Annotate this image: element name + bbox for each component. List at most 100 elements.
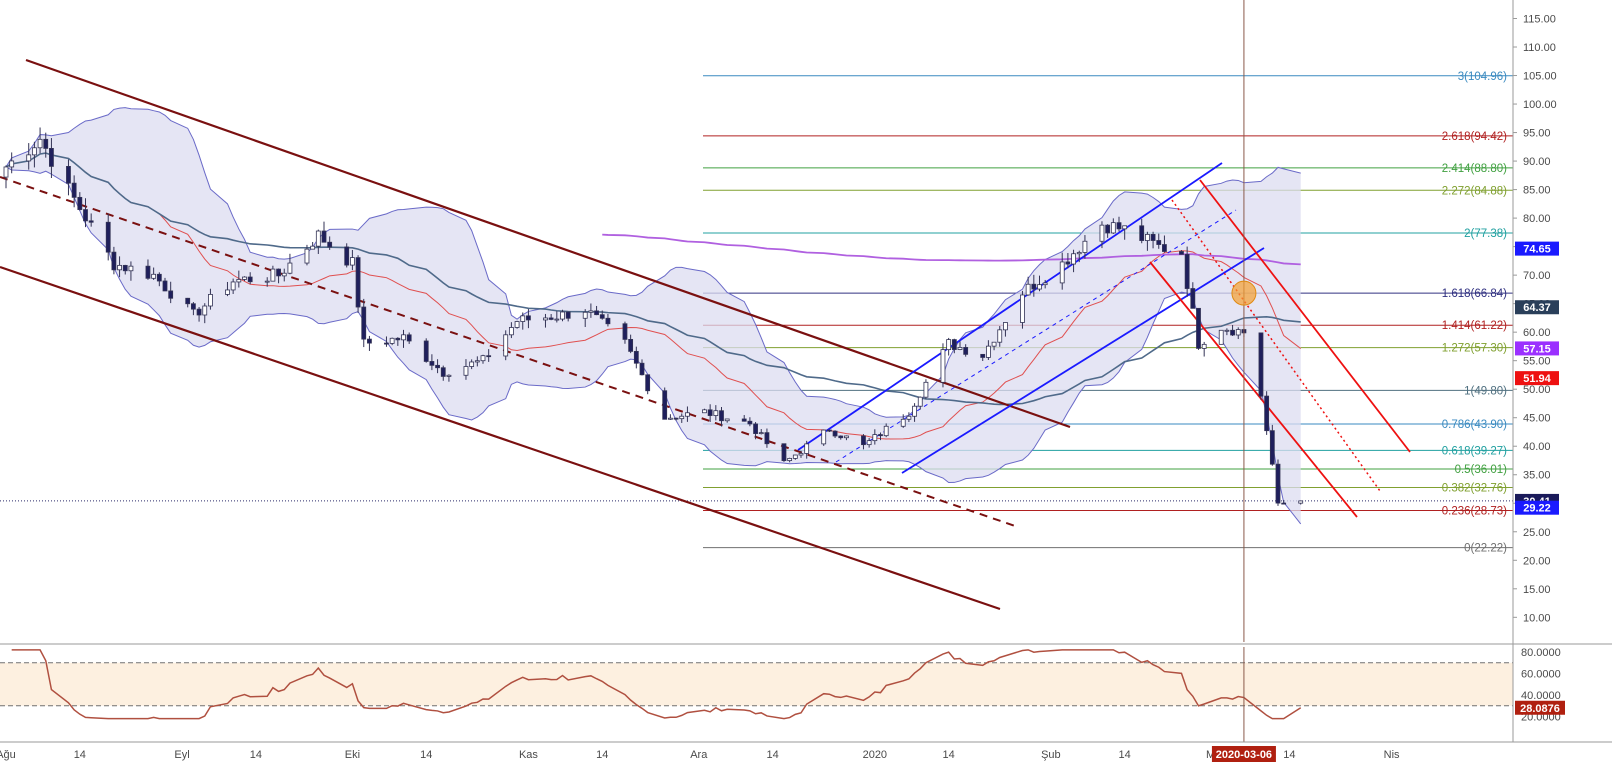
x-tick-label: Kas bbox=[519, 749, 538, 761]
fib-level-label: 1.618(66.84) bbox=[1442, 288, 1507, 300]
candle-body bbox=[543, 317, 548, 321]
candle-body bbox=[985, 345, 991, 358]
y-tick-label: 15.00 bbox=[1523, 584, 1551, 596]
y-tick-label: 85.00 bbox=[1523, 185, 1551, 197]
candle-body bbox=[156, 273, 162, 282]
candle-body bbox=[679, 415, 685, 420]
sma-50-line bbox=[5, 152, 1301, 406]
candle-body bbox=[1003, 322, 1008, 331]
fib-level-label: 2(77.38) bbox=[1464, 228, 1507, 240]
candle-body bbox=[367, 338, 372, 344]
x-tick-label: Eyl bbox=[174, 749, 189, 761]
candle-body bbox=[1139, 225, 1145, 241]
candle-body bbox=[639, 362, 645, 376]
x-tick-label: Eki bbox=[345, 749, 360, 761]
candle-body bbox=[753, 423, 758, 434]
candle-body bbox=[361, 306, 367, 340]
y-tick-label: 10.00 bbox=[1523, 612, 1551, 624]
y-tick-label: 25.00 bbox=[1523, 527, 1551, 539]
rsi-tick-label: 80.0000 bbox=[1521, 647, 1561, 659]
bollinger-lower bbox=[5, 166, 1302, 525]
x-tick-label: 14 bbox=[250, 749, 262, 761]
fib-level-label: 3(104.96) bbox=[1458, 71, 1507, 83]
candle-body bbox=[1065, 261, 1071, 265]
candle-body bbox=[1099, 224, 1105, 242]
candle-body bbox=[940, 349, 946, 383]
candle-body bbox=[758, 432, 764, 435]
candle-body bbox=[792, 454, 798, 459]
candle-body bbox=[168, 290, 174, 299]
candle-body bbox=[832, 430, 838, 437]
up-channel-lower bbox=[901, 247, 1265, 474]
y-tick-label: 20.00 bbox=[1523, 555, 1551, 567]
y-tick-label: 90.00 bbox=[1523, 156, 1551, 168]
candle-body bbox=[122, 264, 128, 272]
candle-body bbox=[787, 457, 793, 461]
up-channel-mid bbox=[835, 209, 1237, 463]
candle-body bbox=[1071, 253, 1076, 265]
candle-body bbox=[236, 279, 242, 283]
price-badge-label: 64.37 bbox=[1523, 302, 1551, 314]
candle-body bbox=[247, 276, 253, 283]
candle-body bbox=[764, 432, 770, 445]
fib-level-label: 0.618(39.27) bbox=[1442, 445, 1507, 457]
y-tick-label: 95.00 bbox=[1523, 128, 1551, 140]
candle-body bbox=[520, 315, 526, 322]
rsi-band-fill bbox=[0, 662, 1513, 706]
candle-body bbox=[1122, 225, 1128, 230]
candle-body bbox=[37, 138, 43, 149]
candle-body bbox=[917, 396, 923, 407]
fib-level-label: 2.618(94.42) bbox=[1442, 131, 1507, 143]
candle-body bbox=[446, 374, 452, 377]
fib-level-label: 0.786(43.90) bbox=[1442, 419, 1507, 431]
candle-body bbox=[872, 434, 878, 442]
candle-body bbox=[1025, 283, 1031, 296]
x-tick-label: 14 bbox=[1283, 749, 1295, 761]
candle-body bbox=[49, 148, 54, 167]
y-tick-label: 45.00 bbox=[1523, 413, 1551, 425]
candle-body bbox=[503, 334, 509, 357]
up-channel-upper bbox=[797, 162, 1223, 451]
candle-body bbox=[883, 425, 889, 437]
candle-body bbox=[963, 347, 969, 355]
candle-body bbox=[1082, 240, 1088, 253]
candle-body bbox=[111, 251, 117, 271]
candle-body bbox=[264, 280, 270, 283]
fib-level-label: 2.414(88.80) bbox=[1442, 163, 1507, 175]
candle-body bbox=[344, 246, 350, 266]
candle-body bbox=[1042, 282, 1048, 286]
candle-body bbox=[190, 303, 196, 310]
candle-body bbox=[747, 420, 753, 425]
crosshair-date-badge bbox=[1211, 746, 1276, 762]
candle-body bbox=[196, 308, 202, 316]
price-badge-label: 51.94 bbox=[1523, 373, 1551, 385]
price-badge bbox=[1515, 300, 1559, 315]
fibonacci-levels bbox=[0, 75, 1513, 549]
highlight-circle bbox=[1231, 280, 1257, 306]
candle-body bbox=[565, 311, 571, 319]
down-channel-mid bbox=[0, 176, 1019, 528]
candle-body bbox=[798, 453, 804, 456]
x-tick-label: 2020 bbox=[863, 749, 887, 761]
candle-body bbox=[1269, 430, 1275, 465]
price-badge bbox=[1515, 341, 1559, 356]
price-badge-label: 57.15 bbox=[1523, 343, 1551, 355]
y-tick-label: 100.00 bbox=[1523, 99, 1557, 111]
candle-body bbox=[878, 434, 883, 437]
candle-body bbox=[480, 355, 486, 362]
candle-body bbox=[276, 268, 281, 277]
rsi-tick-label: 40.0000 bbox=[1521, 690, 1561, 702]
candle-body bbox=[389, 337, 395, 344]
fibonacci-labels: 3(104.96) 2.618(94.42) 2.414(88.80) 2.272(8… bbox=[1442, 71, 1507, 555]
candle-body bbox=[9, 160, 15, 168]
fib-level-label: 2.272(84.88) bbox=[1442, 185, 1507, 197]
candle-body bbox=[582, 311, 588, 319]
candle-body bbox=[43, 138, 49, 149]
candle-body bbox=[242, 276, 247, 280]
down-channel-lower bbox=[0, 265, 1001, 611]
fib-level-label: 1.272(57.30) bbox=[1442, 343, 1507, 355]
fib-level-label: 0.236(28.73) bbox=[1442, 505, 1507, 517]
x-tick-label: Nis bbox=[1384, 749, 1400, 761]
candle-body bbox=[1110, 222, 1116, 234]
